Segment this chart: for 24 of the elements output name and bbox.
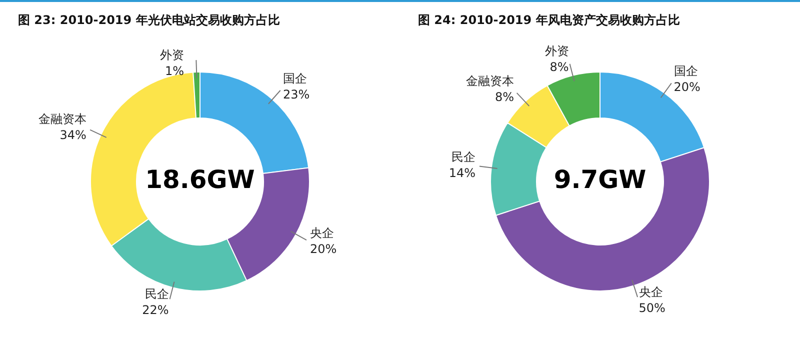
slice-label: 外资 [160,48,184,62]
data-label: 34% [60,128,86,142]
slice-label: 民企 [144,287,169,302]
data-label: 20% [674,80,700,94]
slice-label: 央企 [310,226,334,240]
slice-label: 外资 [544,44,569,58]
data-label: 14% [448,166,476,180]
data-label: 20% [310,242,337,256]
slice-label: 金融资本 [466,74,514,88]
chart-title: 图 23: 2010-2019 年光伏电站交易收购方占比 [17,12,281,29]
slice-label: 民企 [451,150,476,164]
data-label: 50% [638,300,666,315]
text: 9.7GW [554,165,646,194]
data-label: 8% [495,90,514,104]
slice-label: 国企 [674,64,698,78]
slice-label: 金融资本 [38,112,86,126]
data-label: 1% [165,64,184,78]
slice-label: 央企 [638,284,663,299]
data-label: 23% [282,87,310,102]
data-label: 8% [550,60,569,74]
data-label: 22% [142,303,169,318]
chart-title: 图 24: 2010-2019 年风电资产交易收购方占比 [417,12,681,29]
slice-label: 国企 [282,71,307,86]
text: 18.6GW [145,165,255,194]
